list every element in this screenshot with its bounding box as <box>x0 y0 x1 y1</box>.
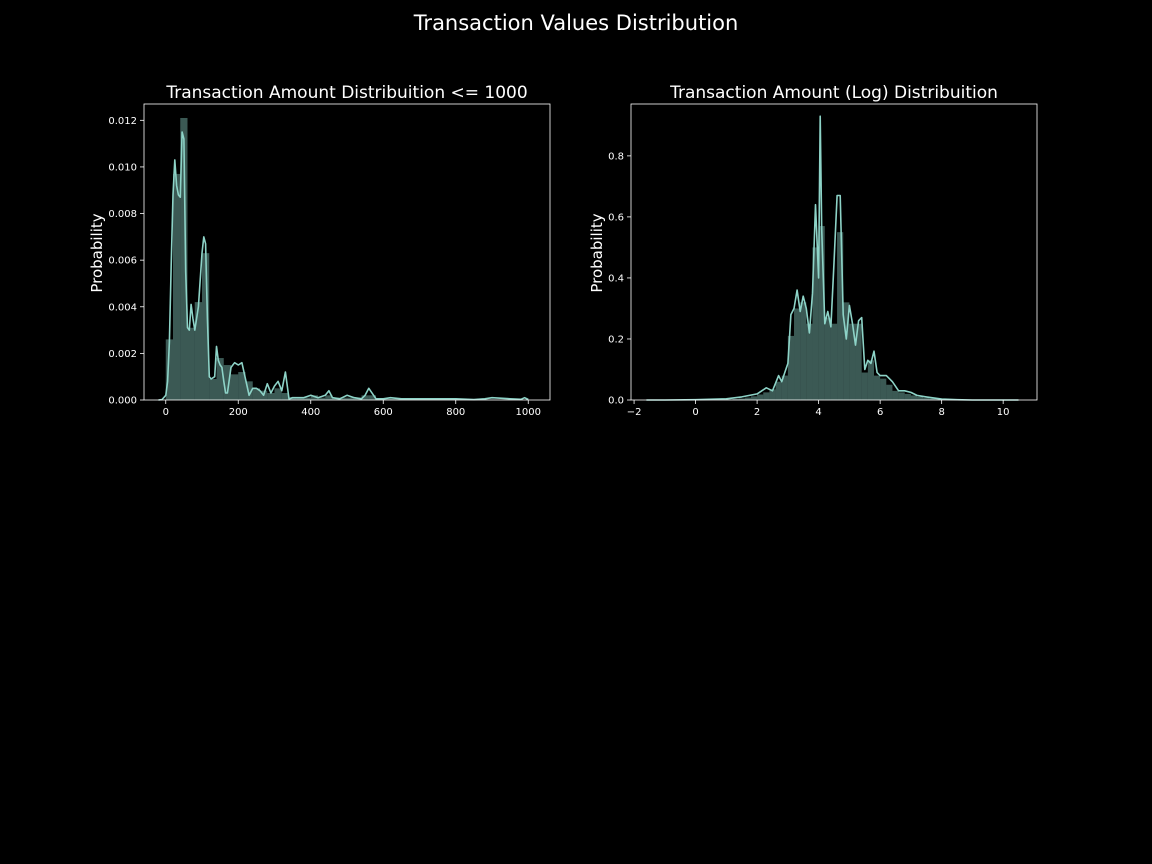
histogram-bar <box>849 323 856 400</box>
histogram-bar <box>216 358 224 400</box>
chart-panel-amount: Transaction Amount Distribuition <= 1000… <box>88 83 551 418</box>
histogram-bar <box>917 396 924 400</box>
y-axis-label: Probability <box>588 213 606 292</box>
histogram-bar <box>209 379 217 400</box>
x-tick-label: −2 <box>627 407 642 418</box>
x-tick-label: 400 <box>301 407 320 418</box>
x-tick-label: 0 <box>692 407 698 418</box>
x-tick-label: 8 <box>938 407 944 418</box>
histogram-bar <box>231 374 239 400</box>
chart-title: Transaction Amount (Log) Distribuition <box>669 83 998 103</box>
histogram-bar <box>880 378 887 400</box>
histogram-bar <box>238 372 246 400</box>
histogram-bar <box>855 323 862 400</box>
y-tick-label: 0.8 <box>608 151 624 162</box>
histogram-bar <box>223 365 231 400</box>
histogram-bar <box>732 399 739 400</box>
x-tick-label: 6 <box>877 407 883 418</box>
histogram-bar <box>289 397 297 400</box>
histogram-bar <box>325 395 333 400</box>
y-tick-label: 0.012 <box>108 116 137 127</box>
x-tick-label: 600 <box>374 407 393 418</box>
histogram-bar <box>310 395 318 400</box>
y-axis-label: Probability <box>88 213 106 292</box>
histogram-bar <box>383 398 391 400</box>
y-tick-label: 0.008 <box>108 209 137 220</box>
x-tick-label: 10 <box>997 407 1010 418</box>
y-tick-label: 0.0 <box>608 396 624 407</box>
histogram-bar <box>194 302 202 400</box>
histogram-bar <box>744 397 751 400</box>
histogram-bar <box>923 397 930 400</box>
axes-frame <box>143 103 551 401</box>
y-tick-label: 0.004 <box>108 302 137 313</box>
y-tick-label: 0.6 <box>608 212 624 223</box>
histogram-bar <box>750 396 758 400</box>
histogram-bar <box>769 389 776 400</box>
histogram-bar <box>361 395 369 400</box>
y-tick-label: 0.010 <box>108 162 137 173</box>
histogram-bar <box>904 393 911 400</box>
x-tick-label: 200 <box>229 407 248 418</box>
histogram-bar <box>886 384 893 400</box>
histogram-bar <box>824 317 831 400</box>
histogram-bar <box>787 335 795 400</box>
histogram-bar <box>267 393 275 400</box>
histogram-bar <box>818 226 825 400</box>
histogram-bar <box>763 392 770 400</box>
histogram-bar <box>830 323 838 400</box>
histogram-bar <box>274 388 282 400</box>
histogram-bar <box>165 339 173 400</box>
histogram-bar <box>757 394 764 400</box>
histogram-bar <box>775 381 782 400</box>
histogram-bar <box>800 302 807 400</box>
histogram-bar <box>347 397 355 400</box>
figure-title: Transaction Values Distribution <box>413 11 739 35</box>
histogram-bar <box>187 327 195 400</box>
histogram-bar <box>837 232 844 400</box>
kde-curve <box>646 115 1019 401</box>
x-tick-label: 4 <box>815 407 821 418</box>
histogram-bar <box>180 117 188 400</box>
histogram-bar <box>281 393 289 400</box>
x-tick-label: 800 <box>446 407 465 418</box>
chart-panel-log-amount: Transaction Amount (Log) Distribuition P… <box>588 83 1038 418</box>
y-tick-label: 0.000 <box>108 396 137 407</box>
histogram-bar <box>794 308 801 400</box>
histogram-bar <box>339 397 347 400</box>
axes-frame <box>630 103 1038 401</box>
histogram-bar <box>738 398 745 400</box>
histogram-bar <box>252 388 260 400</box>
histogram-bar <box>929 398 936 400</box>
histogram-bar <box>318 397 326 400</box>
histogram-bar <box>935 399 942 400</box>
histogram-bar <box>812 247 819 400</box>
histogram-bar <box>843 302 850 400</box>
histogram-bar <box>245 381 253 400</box>
histogram-bar <box>892 390 899 400</box>
y-tick-label: 0.002 <box>108 349 137 360</box>
chart-title: Transaction Amount Distribuition <= 1000 <box>165 83 527 103</box>
x-tick-label: 0 <box>163 407 169 418</box>
histogram-bar <box>781 375 788 400</box>
histogram-bar <box>296 397 304 400</box>
histogram-bar <box>898 392 905 400</box>
histogram-bar <box>910 395 918 400</box>
histogram-bar <box>390 398 398 400</box>
histogram-bar <box>867 360 874 400</box>
y-tick-label: 0.4 <box>608 273 624 284</box>
x-tick-label: 2 <box>754 407 760 418</box>
histogram-bar <box>861 372 868 400</box>
histogram-bar <box>873 375 881 400</box>
histogram-bar <box>173 173 181 400</box>
x-tick-label: 1000 <box>516 407 541 418</box>
y-tick-label: 0.2 <box>608 334 624 345</box>
kde-curve <box>158 131 529 401</box>
histogram-bar <box>368 395 376 400</box>
histogram-bar <box>303 397 311 400</box>
y-tick-label: 0.006 <box>108 256 137 267</box>
histogram-bar <box>806 323 813 400</box>
histogram-bar <box>202 253 210 400</box>
